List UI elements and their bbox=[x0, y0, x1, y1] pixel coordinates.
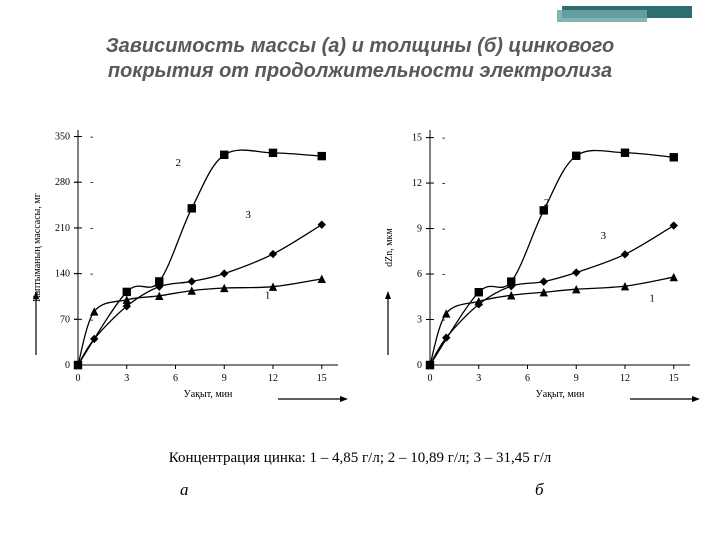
svg-text:-: - bbox=[442, 224, 445, 235]
svg-text:350: 350 bbox=[55, 132, 70, 143]
chart-a: 070-140-210-280-350-03691215Уақыт, минКа… bbox=[32, 130, 348, 402]
svg-text:0: 0 bbox=[428, 373, 433, 384]
svg-text:15: 15 bbox=[317, 373, 327, 384]
svg-text:12: 12 bbox=[620, 373, 630, 384]
svg-text:70: 70 bbox=[60, 314, 70, 325]
svg-text:12: 12 bbox=[412, 178, 422, 189]
svg-text:280: 280 bbox=[55, 177, 70, 188]
svg-text:6: 6 bbox=[173, 373, 178, 384]
svg-text:0: 0 bbox=[417, 360, 422, 371]
series-2-line bbox=[78, 150, 322, 365]
svg-text:Уақыт, мин: Уақыт, мин bbox=[536, 389, 585, 400]
svg-text:0: 0 bbox=[65, 360, 70, 371]
svg-text:15: 15 bbox=[669, 373, 679, 384]
svg-text:9: 9 bbox=[574, 373, 579, 384]
series-1-line bbox=[430, 277, 674, 365]
title-line-2: покрытия от продолжительности электролиз… bbox=[108, 60, 612, 82]
series-3-line bbox=[78, 225, 322, 365]
svg-text:12: 12 bbox=[268, 373, 278, 384]
svg-text:6: 6 bbox=[417, 269, 422, 280]
svg-text:0: 0 bbox=[76, 373, 81, 384]
svg-text:-: - bbox=[442, 133, 445, 144]
series-1-line bbox=[78, 279, 322, 365]
svg-text:3: 3 bbox=[476, 373, 481, 384]
legend-caption: Концентрация цинка: 1 – 4,85 г/л; 2 – 10… bbox=[0, 450, 720, 467]
svg-text:3: 3 bbox=[124, 373, 129, 384]
svg-text:6: 6 bbox=[525, 373, 530, 384]
svg-text:-: - bbox=[90, 132, 93, 143]
svg-text:210: 210 bbox=[55, 223, 70, 234]
svg-text:-: - bbox=[442, 178, 445, 189]
svg-text:15: 15 bbox=[412, 133, 422, 144]
header-decoration bbox=[562, 6, 692, 28]
series-label-1: 1 bbox=[265, 289, 271, 301]
series-label-3: 3 bbox=[245, 209, 251, 221]
subplot-label-b: б bbox=[535, 480, 544, 500]
svg-text:-: - bbox=[90, 223, 93, 234]
svg-text:-: - bbox=[90, 269, 93, 280]
series-label-3: 3 bbox=[601, 230, 607, 242]
svg-text:3: 3 bbox=[417, 315, 422, 326]
series-label-2: 2 bbox=[176, 157, 182, 169]
chart-b: 03-6-9-12-15-03691215Уақыт, минdZn, мкм1… bbox=[384, 130, 700, 402]
svg-text:dZn, мкм: dZn, мкм bbox=[384, 228, 395, 267]
svg-text:-: - bbox=[90, 177, 93, 188]
series-2-line bbox=[430, 150, 674, 365]
charts-svg: 070-140-210-280-350-03691215Уақыт, минКа… bbox=[0, 110, 720, 440]
svg-text:-: - bbox=[442, 269, 445, 280]
subplot-label-a: а bbox=[180, 480, 189, 500]
svg-text:140: 140 bbox=[55, 269, 70, 280]
series-3-line bbox=[430, 226, 674, 365]
series-label-2: 2 bbox=[544, 197, 550, 209]
slide-title: Зависимость массы (а) и толщины (б) цинк… bbox=[0, 34, 720, 84]
svg-text:Каптыманың массасы, мг: Каптыманың массасы, мг bbox=[32, 193, 43, 302]
svg-text:9: 9 bbox=[417, 224, 422, 235]
svg-text:Уақыт, мин: Уақыт, мин bbox=[184, 389, 233, 400]
series-label-1: 1 bbox=[649, 292, 655, 304]
title-line-1: Зависимость массы (а) и толщины (б) цинк… bbox=[106, 35, 614, 57]
svg-text:9: 9 bbox=[222, 373, 227, 384]
